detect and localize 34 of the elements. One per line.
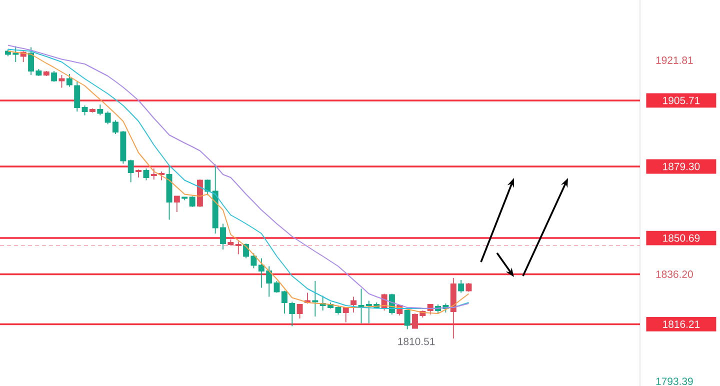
candlestick [189, 196, 196, 208]
ref-line-label: 1850.69 [663, 234, 700, 242]
candlestick [150, 168, 157, 180]
candlestick [350, 296, 357, 313]
candlestick [342, 306, 349, 323]
candlestick [289, 301, 296, 327]
candlestick [43, 70, 50, 76]
annotation: 1810.51 [398, 338, 435, 346]
y-tick-label: 1921.81 [656, 56, 693, 64]
candlestick [51, 70, 58, 82]
candlestick [458, 280, 464, 294]
candlestick [97, 104, 104, 116]
candlestick [312, 280, 318, 317]
candlestick [89, 108, 96, 113]
candlestick [235, 241, 242, 255]
candlestick [204, 179, 211, 196]
candlestick [466, 282, 472, 292]
ref-line-label: 1905.71 [663, 96, 700, 104]
candlestick [82, 105, 88, 116]
y-tick-label: 1836.20 [656, 270, 693, 278]
candlestick [66, 74, 72, 88]
candlestick [74, 81, 80, 112]
candlestick [296, 304, 303, 319]
candlestick [196, 179, 203, 208]
candlestick [143, 168, 150, 181]
candlestick [228, 239, 234, 246]
ref-line-label: 1816.21 [663, 320, 700, 328]
candlestick [174, 195, 180, 212]
candlestick [136, 169, 142, 178]
y-tick-label: 1793.39 [656, 378, 693, 385]
candlestick [182, 196, 188, 201]
candlestick [128, 159, 134, 183]
ref-line-label: 1879.30 [663, 162, 700, 170]
candlestick [404, 309, 410, 330]
